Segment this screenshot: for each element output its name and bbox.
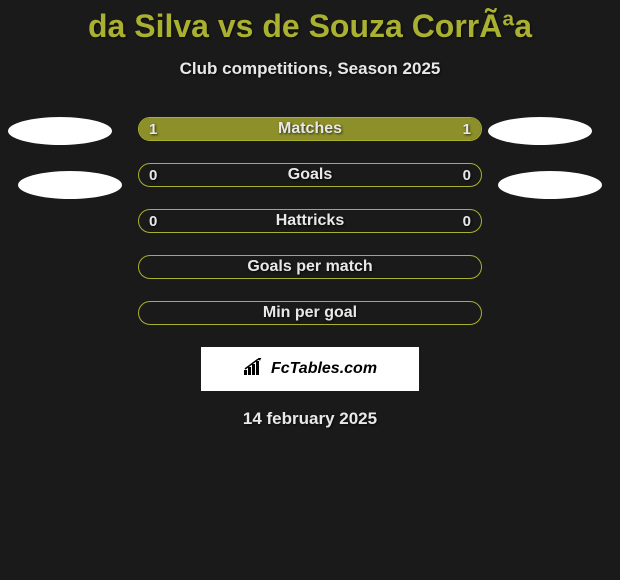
logo-box: FcTables.com [201, 347, 419, 391]
player-left-badge-2 [18, 171, 122, 199]
stat-label: Matches [278, 120, 342, 138]
logo-text: FcTables.com [271, 360, 377, 378]
stat-label: Hattricks [276, 212, 344, 230]
player-left-badge-1 [8, 117, 112, 145]
stat-row: Goals per match [138, 255, 482, 279]
stat-row: 0 Hattricks 0 [138, 209, 482, 233]
stat-row: 0 Goals 0 [138, 163, 482, 187]
stat-label: Goals per match [247, 258, 372, 276]
stat-value-left: 1 [149, 121, 157, 138]
comparison-title: da Silva vs de Souza CorrÃªa [0, 0, 620, 45]
stat-label: Min per goal [263, 304, 357, 322]
stat-row: Min per goal [138, 301, 482, 325]
date-label: 14 february 2025 [0, 409, 620, 429]
comparison-content: 1 Matches 1 0 Goals 0 0 Hattricks 0 Goals per mat… [0, 117, 620, 429]
comparison-subtitle: Club competitions, Season 2025 [0, 59, 620, 79]
player-right-badge-2 [498, 171, 602, 199]
stat-rows: 1 Matches 1 0 Goals 0 0 Hattricks 0 Goals per mat… [138, 117, 482, 325]
stat-row: 1 Matches 1 [138, 117, 482, 141]
chart-icon [243, 358, 265, 381]
stat-value-right: 0 [463, 213, 471, 230]
stat-value-right: 1 [463, 121, 471, 138]
stat-label: Goals [288, 166, 332, 184]
stat-value-right: 0 [463, 167, 471, 184]
player-right-badge-1 [488, 117, 592, 145]
stat-value-left: 0 [149, 167, 157, 184]
stat-value-left: 0 [149, 213, 157, 230]
